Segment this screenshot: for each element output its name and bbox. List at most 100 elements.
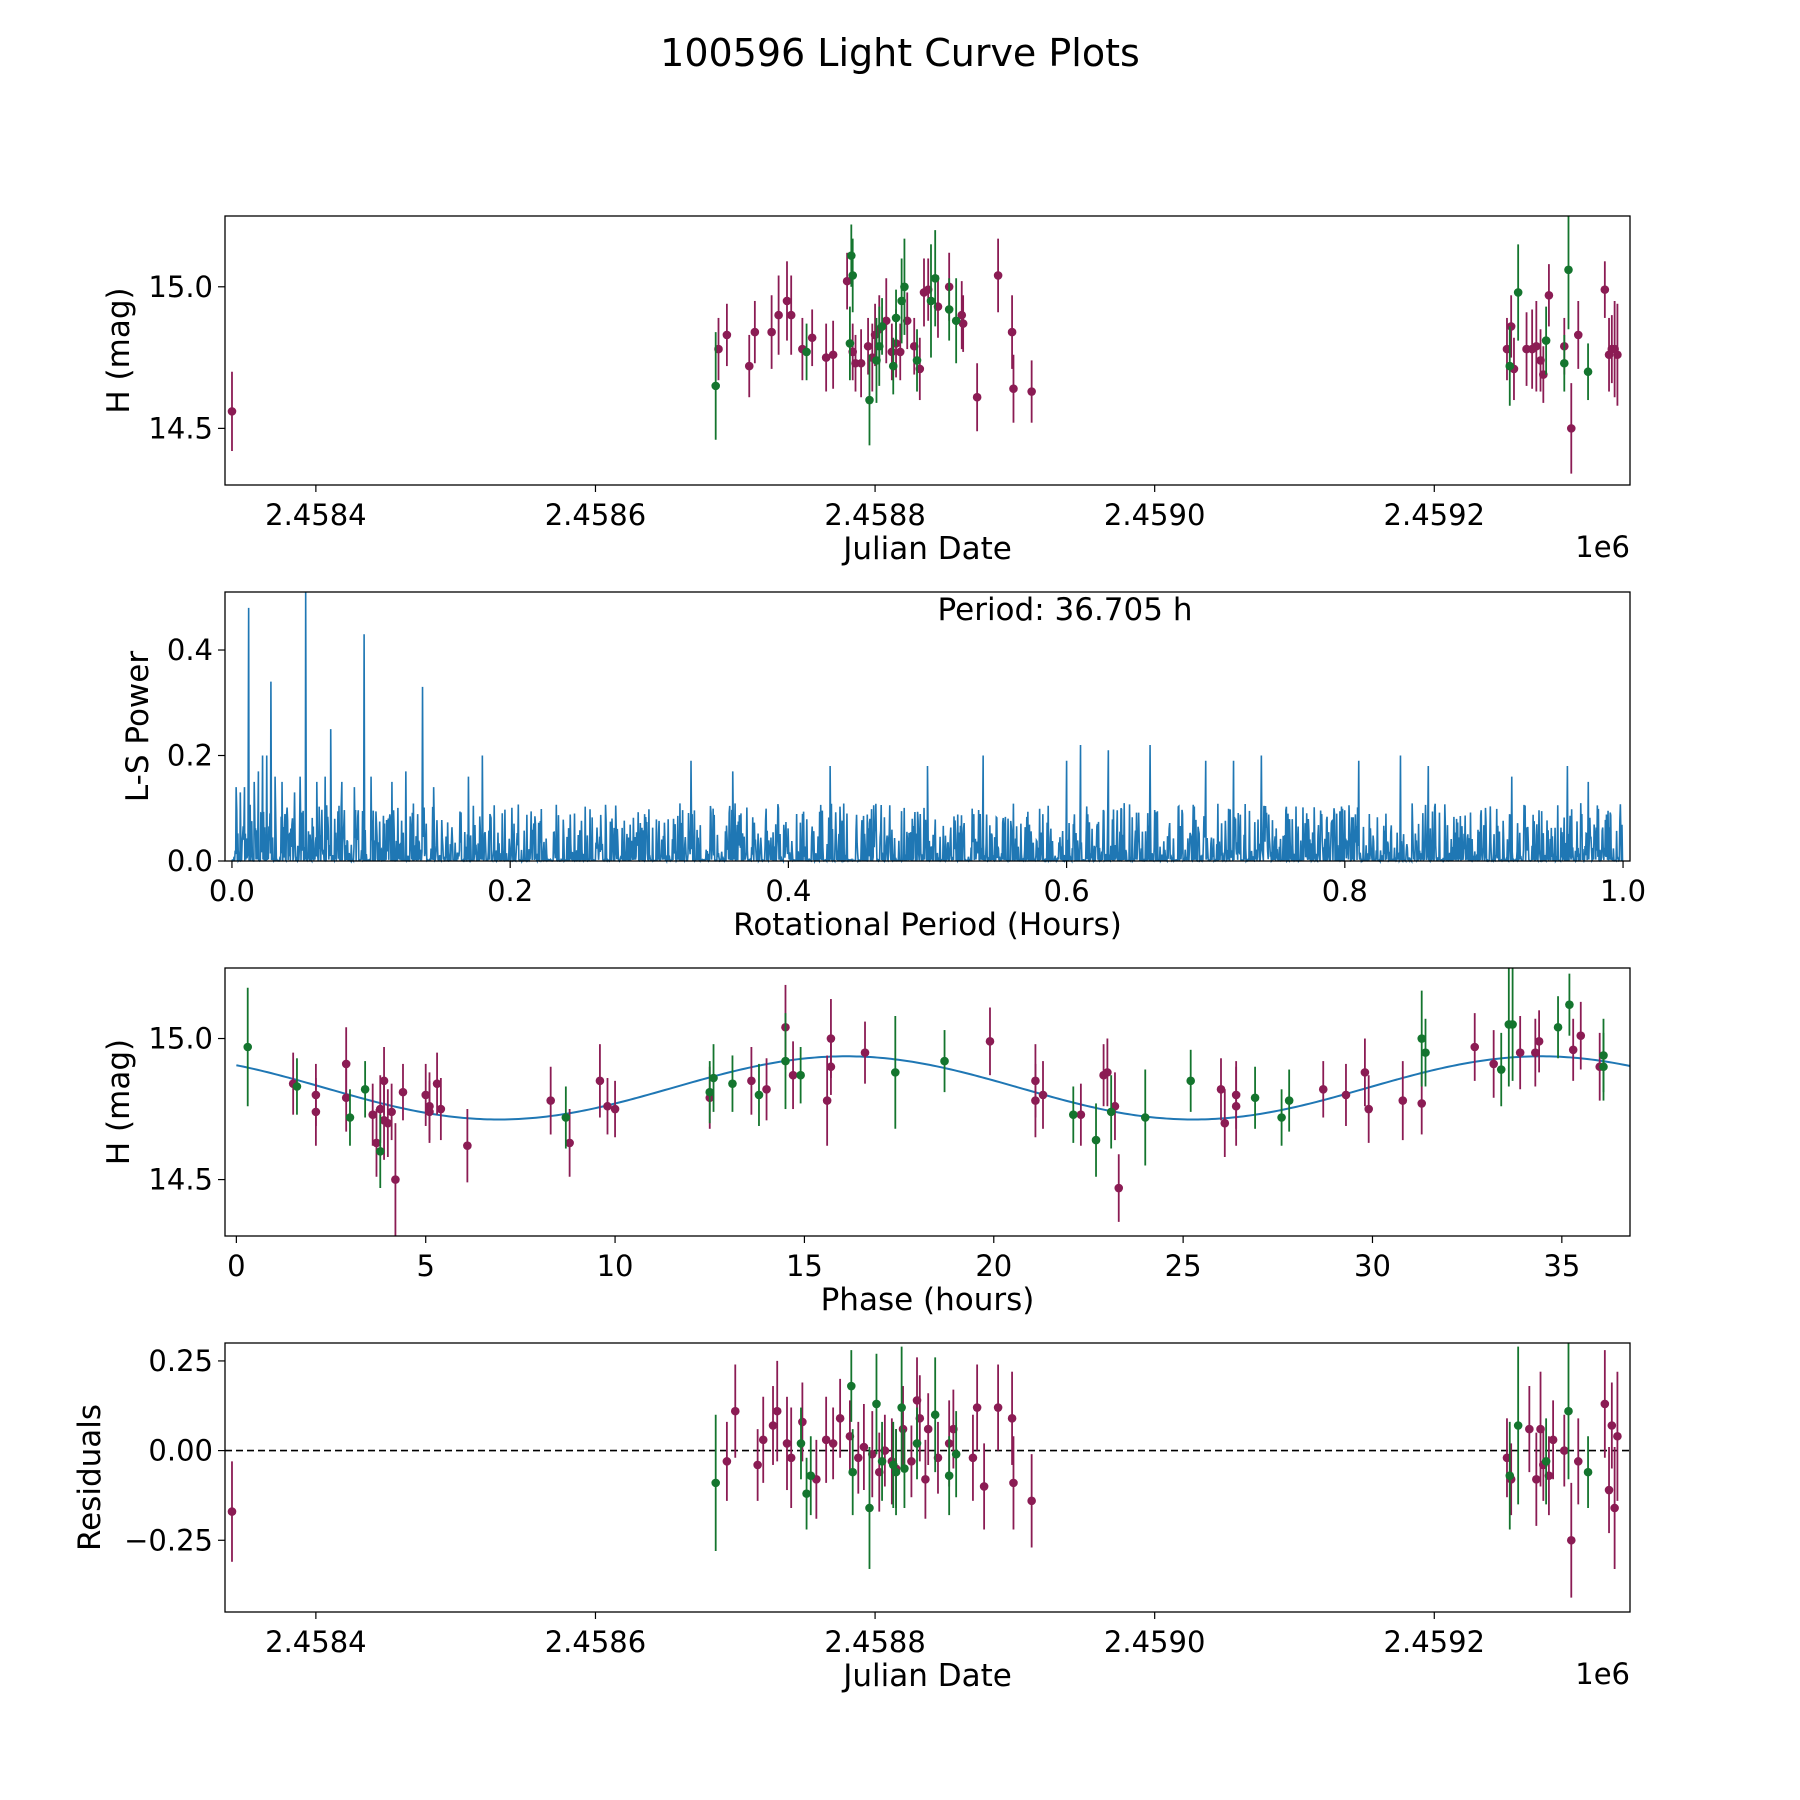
lightcurve-point	[1532, 341, 1541, 351]
lightcurve-point	[930, 273, 940, 283]
phased-point	[610, 1104, 620, 1114]
phased-point	[360, 1085, 370, 1094]
lightcurve-point	[774, 310, 783, 320]
phased-point	[1186, 1076, 1196, 1086]
residuals-point	[835, 1414, 845, 1423]
residuals-point	[1573, 1457, 1583, 1466]
phased-point	[383, 1118, 393, 1128]
phased-point	[1421, 1048, 1430, 1057]
residuals-point	[1541, 1457, 1551, 1466]
phased-ytick-label: 14.5	[148, 1163, 213, 1197]
lightcurve-point	[895, 347, 905, 357]
phased-point	[561, 1113, 571, 1122]
residuals-point	[796, 1439, 806, 1448]
lightcurve-point	[848, 271, 858, 280]
phased-point	[1496, 1065, 1506, 1074]
residuals-point	[872, 1399, 881, 1409]
residuals-point	[951, 1449, 961, 1459]
residuals-point	[921, 1474, 930, 1484]
residuals-panel: 2.4584 2.4586 2.4588 2.4590 2.4592 0.25 0.00 −0…	[72, 1342, 1631, 1694]
periodogram-marks	[231, 591, 1624, 865]
residuals-point	[1583, 1467, 1593, 1477]
lightcurve-point	[1566, 424, 1576, 433]
phased-point	[1277, 1113, 1286, 1122]
phased-point	[436, 1104, 446, 1114]
residuals-ytick-label: 0.25	[148, 1344, 213, 1378]
phased-point	[375, 1147, 385, 1156]
phased-point	[432, 1079, 442, 1088]
phased-point	[762, 1085, 771, 1094]
lightcurve-point	[912, 356, 922, 365]
phased-point	[379, 1076, 389, 1086]
phased-point	[595, 1076, 605, 1086]
periodogram-line	[231, 591, 1624, 865]
phased-point	[705, 1087, 715, 1097]
phased-point	[796, 1070, 805, 1080]
residuals-xtick-label: 2.4592	[1384, 1625, 1485, 1659]
phased-point	[1417, 1034, 1427, 1043]
residuals-point	[907, 1457, 916, 1466]
residuals-point	[979, 1482, 989, 1491]
residuals-point	[711, 1478, 721, 1488]
phased-point	[1140, 1113, 1150, 1122]
periodogram-xtick-label: 0.6	[1044, 874, 1090, 908]
phased-point	[1103, 1068, 1112, 1077]
lightcurve-xtick-label: 2.4592	[1384, 498, 1485, 532]
lightcurve-point	[1583, 367, 1593, 377]
phased-point	[375, 1104, 385, 1114]
residuals-point	[1505, 1471, 1515, 1481]
lightcurve-point	[1600, 285, 1610, 294]
lightcurve-point	[887, 347, 897, 357]
periodogram-ytick-label: 0.4	[167, 633, 213, 667]
lightcurve-ylabel: H (mag)	[101, 287, 137, 413]
phased-xtick-label: 20	[975, 1249, 1012, 1283]
phased-point	[1038, 1090, 1048, 1100]
residuals-point	[758, 1435, 768, 1445]
phased-point	[603, 1101, 612, 1111]
lightcurve-point	[993, 271, 1003, 280]
lightcurve-point	[845, 339, 855, 348]
phased-point	[940, 1056, 949, 1066]
lightcurve-axes: 2.4584 2.4586 2.4588 2.4590 2.4592 14.5 15.0	[148, 270, 1485, 532]
phased-point	[1576, 1031, 1586, 1041]
residuals-point	[753, 1460, 762, 1470]
residuals-point	[1559, 1446, 1569, 1455]
phased-point	[728, 1079, 737, 1088]
residuals-point	[968, 1453, 978, 1463]
residuals-point	[1566, 1535, 1576, 1545]
residuals-point	[1610, 1503, 1619, 1513]
lightcurve-point	[828, 350, 838, 360]
phased-point	[565, 1138, 574, 1148]
phased-point	[1531, 1048, 1540, 1057]
lightcurve-xlabel: Julian Date	[841, 531, 1012, 567]
phased-point	[1250, 1093, 1260, 1103]
phased-point	[292, 1082, 302, 1091]
residuals-ylabel: Residuals	[72, 1404, 108, 1551]
residuals-point	[828, 1439, 838, 1448]
phased-point	[781, 1056, 790, 1066]
phased-point	[1318, 1085, 1328, 1094]
residuals-point	[1564, 1406, 1573, 1416]
phased-point	[788, 1070, 798, 1080]
lightcurve-panel: 2.4584 2.4586 2.4588 2.4590 2.4592 14.5 15.0 J…	[101, 215, 1631, 567]
phased-point	[311, 1107, 321, 1117]
lightcurve-point	[877, 322, 887, 331]
residuals-point	[730, 1406, 740, 1416]
phased-point	[398, 1087, 408, 1097]
residuals-point	[912, 1439, 922, 1448]
lightcurve-point	[856, 358, 866, 368]
phased-point	[341, 1059, 351, 1069]
residuals-point	[786, 1453, 796, 1463]
residuals-point	[993, 1403, 1003, 1412]
phased-fit-curve	[236, 1055, 1631, 1121]
phased-point	[709, 1073, 718, 1083]
periodogram-ytick-label: 0.2	[167, 739, 213, 773]
residuals-point	[782, 1439, 792, 1448]
lightcurve-point	[821, 353, 831, 362]
phased-xlabel: Phase (hours)	[821, 1282, 1035, 1318]
phased-point	[243, 1042, 253, 1052]
lightcurve-point	[891, 313, 901, 323]
phased-point	[1284, 1096, 1294, 1105]
residuals-point	[1604, 1485, 1614, 1495]
lightcurve-point	[767, 327, 776, 337]
